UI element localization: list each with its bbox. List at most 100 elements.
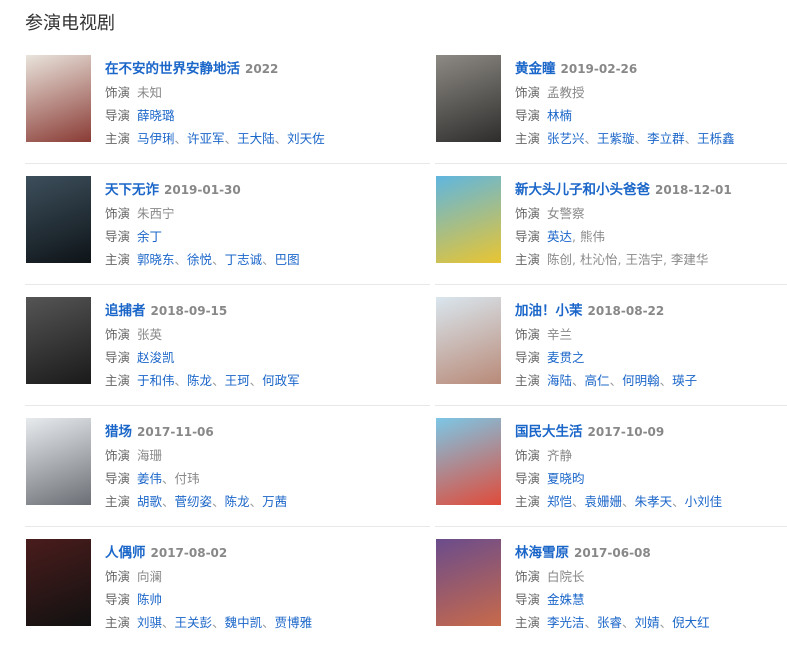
poster-image[interactable] [26,297,91,384]
role-label: 饰演 [105,206,131,221]
person-link[interactable]: 魏中凯 [224,615,263,630]
person-link[interactable]: 李光洁 [547,615,585,630]
person-link[interactable]: 瑛子 [672,373,698,388]
person-link[interactable]: 朱孝天 [634,494,673,509]
person-link[interactable]: 许亚军 [187,131,225,146]
title-line: 黄金瞳 2019-02-26 [515,57,735,81]
person-link[interactable]: 陈龙 [187,373,213,388]
cast-line: 主演 郑恺、袁姗姗、朱孝天、小刘佳 [515,490,722,513]
poster-image[interactable] [436,418,501,505]
drama-title-link[interactable]: 猎场 [105,424,132,440]
cast-label: 主演 [105,615,131,630]
person-link[interactable]: 张艺兴 [547,131,585,146]
drama-title-link[interactable]: 在不安的世界安静地活 [105,61,240,77]
person-link[interactable]: 赵浚凯 [137,350,175,365]
person-link[interactable]: 王珂 [224,373,250,388]
person-link[interactable]: 林楠 [547,108,573,123]
cast-label: 主演 [515,131,541,146]
director-label: 导演 [515,108,541,123]
poster-image[interactable] [436,55,501,142]
person-link[interactable]: 胡歌 [137,494,163,509]
director-line: 导演 夏晓昀 [515,467,722,490]
person-link[interactable]: 何明翰 [622,373,660,388]
role-line: 饰演 朱西宁 [105,202,300,225]
person-link[interactable]: 万茜 [262,494,288,509]
person-link[interactable]: 郑恺 [547,494,573,509]
person-link[interactable]: 刘婧 [634,615,660,630]
person-link[interactable]: 刘骐 [137,615,163,630]
poster-image[interactable] [436,176,501,263]
person-link[interactable]: 马伊琍 [137,131,175,146]
cast-line: 主演 刘骐、王关彭、魏中凯、贾博雅 [105,611,312,634]
person-link[interactable]: 陈龙 [224,494,250,509]
person-link[interactable]: 英达 [547,229,573,244]
person-link[interactable]: 张睿 [597,615,623,630]
role-line: 饰演 向澜 [105,565,312,588]
person-link[interactable]: 何政军 [262,373,300,388]
person-link[interactable]: 郭晓东 [137,252,175,267]
poster-image[interactable] [26,55,91,142]
separator: 、 [174,373,188,388]
role-label: 饰演 [105,569,131,584]
title-line: 追捕者 2018-09-15 [105,299,300,323]
drama-title-link[interactable]: 人偶师 [105,545,146,561]
person-link[interactable]: 高仁 [584,373,610,388]
person-link[interactable]: 小刘佳 [684,494,723,509]
cast-label: 主演 [105,494,131,509]
release-date: 2017-08-02 [150,546,228,560]
person-link[interactable]: 于和伟 [137,373,175,388]
person-link[interactable]: 刘天佐 [287,131,325,146]
drama-item: 加油！小茉 2018-08-22 饰演 辛兰 导演 麦贯之 主演 海陆、高仁、何明翰、瑛子 [435,297,787,418]
person-link[interactable]: 王栎鑫 [697,131,735,146]
separator: 、 [174,252,188,267]
person-link[interactable]: 王关彭 [174,615,213,630]
poster-image[interactable] [26,539,91,626]
person-link[interactable]: 海陆 [547,373,573,388]
poster-image[interactable] [26,418,91,505]
person-link[interactable]: 袁姗姗 [584,494,623,509]
person-link[interactable]: 余丁 [137,229,163,244]
drama-title-link[interactable]: 追捕者 [105,303,146,319]
separator: 、 [659,373,673,388]
separator: 、 [622,494,635,509]
cast-line: 主演 于和伟、陈龙、王珂、何政军 [105,369,300,392]
drama-item: 人偶师 2017-08-02 饰演 向澜 导演 陈帅 主演 刘骐、王关彭、魏中凯、贾博雅 [25,539,425,660]
person-link[interactable]: 薛晓璐 [137,108,175,123]
separator: 、 [672,494,685,509]
row-divider [435,526,787,527]
director-label: 导演 [105,350,131,365]
person-link[interactable]: 丁志诚 [224,252,263,267]
separator: 、 [572,494,585,509]
drama-title-link[interactable]: 国民大生活 [515,424,583,440]
person-link[interactable]: 金姝慧 [547,592,585,607]
drama-title-link[interactable]: 天下无诈 [105,182,159,198]
person-link[interactable]: 菅纫姿 [174,494,213,509]
title-line: 天下无诈 2019-01-30 [105,178,300,202]
person-link[interactable]: 贾博雅 [274,615,313,630]
person-link[interactable]: 麦贯之 [547,350,585,365]
director-line: 导演 薛晓璐 [105,104,325,127]
person-link[interactable]: 李立群 [647,131,685,146]
person-link[interactable]: 徐悦 [187,252,213,267]
person-link[interactable]: 王大陆 [237,131,275,146]
person-link[interactable]: 王紫璇 [597,131,635,146]
drama-title-link[interactable]: 新大头儿子和小头爸爸 [515,182,650,198]
separator: 、 [224,131,238,146]
drama-item: 新大头儿子和小头爸爸 2018-12-01 饰演 女警察 导演 英达, 熊伟 主演 陈创, 杜… [435,176,787,297]
person-link[interactable]: 陈帅 [137,592,163,607]
person-link[interactable]: 倪大红 [672,615,710,630]
drama-title-link[interactable]: 林海雪原 [515,545,569,561]
drama-title-link[interactable]: 黄金瞳 [515,61,556,77]
person-link[interactable]: 姜伟 [137,471,163,486]
release-date: 2018-12-01 [655,183,732,197]
person-link[interactable]: 夏晓昀 [547,471,585,486]
poster-image[interactable] [436,297,501,384]
cast-line: 主演 胡歌、菅纫姿、陈龙、万茜 [105,490,287,513]
drama-title-link[interactable]: 加油！小茉 [515,303,583,319]
poster-image[interactable] [436,539,501,626]
director-label: 导演 [105,471,131,486]
poster-image[interactable] [26,176,91,263]
person-name: 陈创 [547,252,573,267]
person-link[interactable]: 巴图 [274,252,300,267]
separator: , [572,229,580,244]
